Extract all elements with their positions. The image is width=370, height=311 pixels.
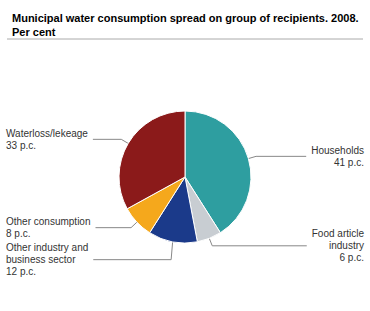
svg-text:Households: Households bbox=[311, 145, 364, 156]
svg-text:Other consumption: Other consumption bbox=[6, 216, 91, 227]
svg-text:business sector: business sector bbox=[6, 254, 76, 265]
svg-text:Waterloss/lekeage: Waterloss/lekeage bbox=[6, 128, 88, 139]
svg-text:33 p.c.: 33 p.c. bbox=[6, 140, 36, 151]
svg-text:41 p.c.: 41 p.c. bbox=[334, 157, 364, 168]
svg-text:Other industry and: Other industry and bbox=[6, 242, 88, 253]
svg-text:6 p.c.: 6 p.c. bbox=[340, 252, 364, 263]
svg-text:Per cent: Per cent bbox=[12, 26, 56, 38]
svg-text:12 p.c.: 12 p.c. bbox=[6, 266, 36, 277]
svg-text:industry: industry bbox=[329, 240, 364, 251]
svg-text:Municipal water consumption sp: Municipal water consumption spread on gr… bbox=[12, 12, 359, 24]
svg-text:Food article: Food article bbox=[312, 228, 365, 239]
svg-text:8 p.c.: 8 p.c. bbox=[6, 228, 30, 239]
